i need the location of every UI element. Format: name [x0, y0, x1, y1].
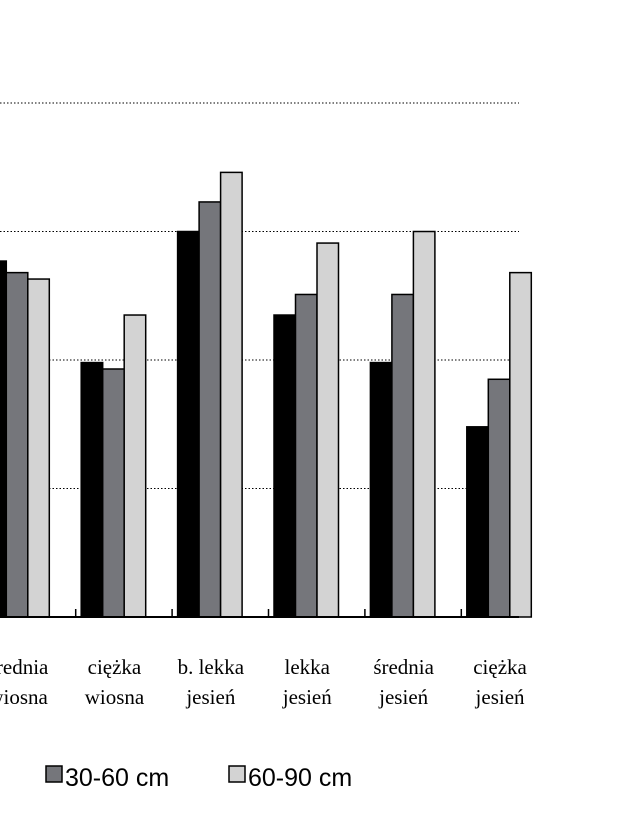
bar-4-series-3	[316, 242, 340, 618]
bar-6-series-3	[509, 271, 533, 618]
x-label-1-line-1: średnia	[0, 655, 49, 679]
x-label-5-line-2: jesień	[378, 685, 428, 709]
bar-6-series-1	[466, 426, 490, 618]
x-label-6-line-1: ciężka	[473, 655, 527, 679]
x-label-3-line-1: b. lekka	[178, 655, 245, 679]
bar-5-series-2	[391, 293, 415, 618]
bar-2-series-2	[101, 368, 125, 618]
bars	[0, 171, 533, 618]
legend-swatch-2	[45, 765, 63, 783]
x-label-3-line-2: jesień	[185, 685, 235, 709]
x-label-5-line-1: średnia	[373, 655, 434, 679]
bar-4-series-2	[294, 293, 318, 618]
x-label-2-line-2: wiosna	[85, 685, 145, 709]
bar-6-series-2	[487, 378, 511, 618]
bar-5-series-3	[412, 230, 436, 618]
bar-3-series-2	[198, 201, 222, 618]
x-axis-ticks	[74, 609, 463, 617]
bar-4-series-1	[273, 314, 297, 618]
bar-1-series-3	[27, 278, 51, 618]
bar-1-series-2	[5, 271, 29, 618]
bar-5-series-1	[369, 361, 393, 618]
bar-2-series-3	[123, 314, 147, 618]
x-axis-labels: średnia wiosna ciężka wiosna b. lekka jesień l…	[0, 655, 528, 709]
x-label-6-line-2: jesień	[475, 685, 525, 709]
legend-label-3: 60-90 cm	[248, 764, 352, 792]
gridlines	[0, 102, 519, 489]
bar-3-series-1	[176, 230, 200, 618]
x-label-2-line-1: ciężka	[88, 655, 142, 679]
bar-1-series-1	[0, 260, 8, 618]
legend-label-2: 30-60 cm	[65, 764, 169, 792]
bar-2-series-1	[80, 361, 104, 618]
legend-swatch-3	[228, 765, 246, 783]
x-label-4-line-1: lekka	[285, 655, 331, 679]
x-label-4-line-2: jesień	[282, 685, 332, 709]
bar-3-series-3	[219, 171, 243, 618]
x-label-1-line-2: wiosna	[0, 685, 48, 709]
